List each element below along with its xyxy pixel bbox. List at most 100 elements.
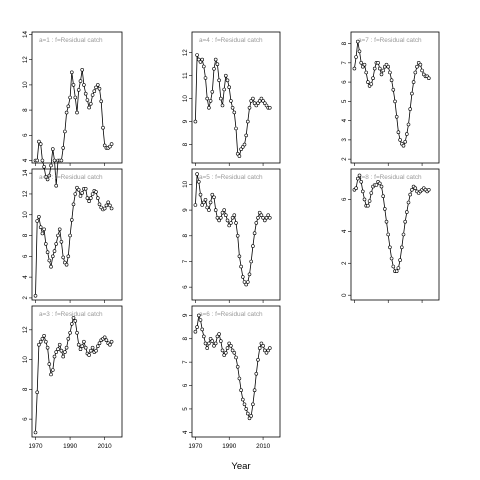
data-point bbox=[261, 216, 265, 220]
y-tick-label: 2 bbox=[341, 157, 348, 161]
data-point bbox=[75, 110, 79, 115]
data-point bbox=[388, 70, 392, 75]
data-point bbox=[262, 101, 267, 105]
data-point bbox=[220, 348, 225, 353]
data-point bbox=[261, 343, 265, 348]
data-point bbox=[108, 342, 112, 347]
data-point bbox=[43, 339, 48, 344]
data-point bbox=[87, 199, 91, 203]
data-point bbox=[267, 216, 272, 220]
data-point bbox=[354, 186, 358, 190]
y-tick-label: 6 bbox=[341, 197, 348, 201]
panel-frame bbox=[31, 305, 123, 438]
x-tick-label: 1970 bbox=[188, 443, 203, 450]
data-point bbox=[102, 335, 107, 340]
data-point bbox=[57, 227, 62, 232]
panel-title: a=5 : f=Residual catch bbox=[199, 174, 263, 181]
data-point bbox=[406, 200, 411, 205]
data-point bbox=[54, 242, 59, 246]
data-point bbox=[42, 333, 46, 338]
data-point bbox=[102, 206, 107, 211]
data-point bbox=[198, 192, 203, 197]
data-point bbox=[262, 348, 267, 353]
data-point bbox=[408, 107, 413, 111]
data-point bbox=[246, 280, 250, 284]
panel-title: a=1 : f=Residual catch bbox=[39, 37, 103, 44]
data-point bbox=[222, 208, 226, 212]
data-point bbox=[87, 105, 91, 110]
data-point bbox=[78, 79, 83, 83]
data-point bbox=[379, 184, 384, 189]
data-point bbox=[213, 341, 218, 346]
data-point bbox=[212, 343, 216, 348]
panel-frame bbox=[191, 31, 281, 164]
data-point bbox=[207, 106, 211, 110]
data-point bbox=[230, 216, 235, 220]
data-point bbox=[241, 397, 245, 402]
data-point bbox=[246, 119, 250, 124]
data-point bbox=[193, 329, 198, 334]
data-point bbox=[203, 198, 208, 202]
panel-title: a=4 : f=Residual catch bbox=[199, 37, 263, 44]
data-point bbox=[403, 140, 408, 144]
data-point bbox=[254, 103, 259, 108]
data-point bbox=[406, 122, 411, 127]
data-point bbox=[64, 110, 69, 115]
data-point bbox=[205, 96, 209, 101]
y-tick-label: 8 bbox=[22, 387, 29, 391]
data-point bbox=[45, 177, 50, 182]
data-point bbox=[396, 266, 401, 270]
data-point bbox=[410, 188, 414, 192]
y-tick-label: 7 bbox=[341, 61, 348, 65]
data-point bbox=[229, 99, 233, 103]
data-point bbox=[257, 210, 262, 215]
x-tick-label: 1990 bbox=[222, 443, 237, 450]
data-point bbox=[357, 173, 362, 178]
data-point bbox=[59, 348, 64, 353]
data-point bbox=[242, 402, 247, 407]
data-point bbox=[202, 334, 206, 339]
data-point bbox=[71, 202, 76, 207]
data-point bbox=[266, 213, 271, 217]
x-axis-label: Year bbox=[231, 461, 250, 472]
data-point bbox=[109, 206, 114, 211]
y-tick-label: 9 bbox=[182, 313, 189, 317]
data-point bbox=[109, 142, 114, 146]
data-point bbox=[56, 233, 60, 238]
data-point bbox=[73, 319, 78, 323]
data-point bbox=[207, 341, 211, 346]
data-point bbox=[47, 173, 52, 178]
y-tick-label: 14 bbox=[22, 31, 29, 39]
data-point bbox=[76, 88, 81, 92]
y-tick-label: 6 bbox=[22, 133, 29, 137]
data-point bbox=[359, 60, 364, 65]
data-point bbox=[391, 88, 396, 92]
data-point bbox=[89, 196, 93, 200]
data-point bbox=[235, 234, 240, 238]
data-point bbox=[94, 190, 98, 194]
data-point bbox=[219, 339, 223, 343]
data-point bbox=[215, 62, 220, 66]
y-tick-label: 5 bbox=[341, 99, 348, 103]
data-point bbox=[404, 132, 409, 136]
data-point bbox=[372, 66, 377, 71]
data-point bbox=[393, 99, 397, 104]
data-point bbox=[420, 68, 424, 73]
data-point bbox=[85, 98, 90, 102]
data-point bbox=[80, 191, 84, 195]
data-point bbox=[364, 70, 369, 75]
x-tick-label: 2010 bbox=[98, 443, 113, 450]
data-point bbox=[247, 106, 252, 110]
data-point bbox=[50, 368, 55, 372]
data-point bbox=[106, 200, 110, 205]
panel-frame bbox=[31, 168, 123, 301]
data-point bbox=[205, 205, 209, 210]
data-point bbox=[413, 70, 418, 75]
data-point bbox=[256, 101, 260, 105]
data-point bbox=[426, 188, 431, 192]
data-point bbox=[42, 165, 46, 169]
data-point bbox=[244, 407, 248, 411]
data-point bbox=[37, 215, 41, 219]
data-point bbox=[254, 371, 259, 376]
panel-6: a=6 : f=Residual catch 4 5 6 7 8 9 1970 1990 2010 bbox=[182, 305, 281, 450]
